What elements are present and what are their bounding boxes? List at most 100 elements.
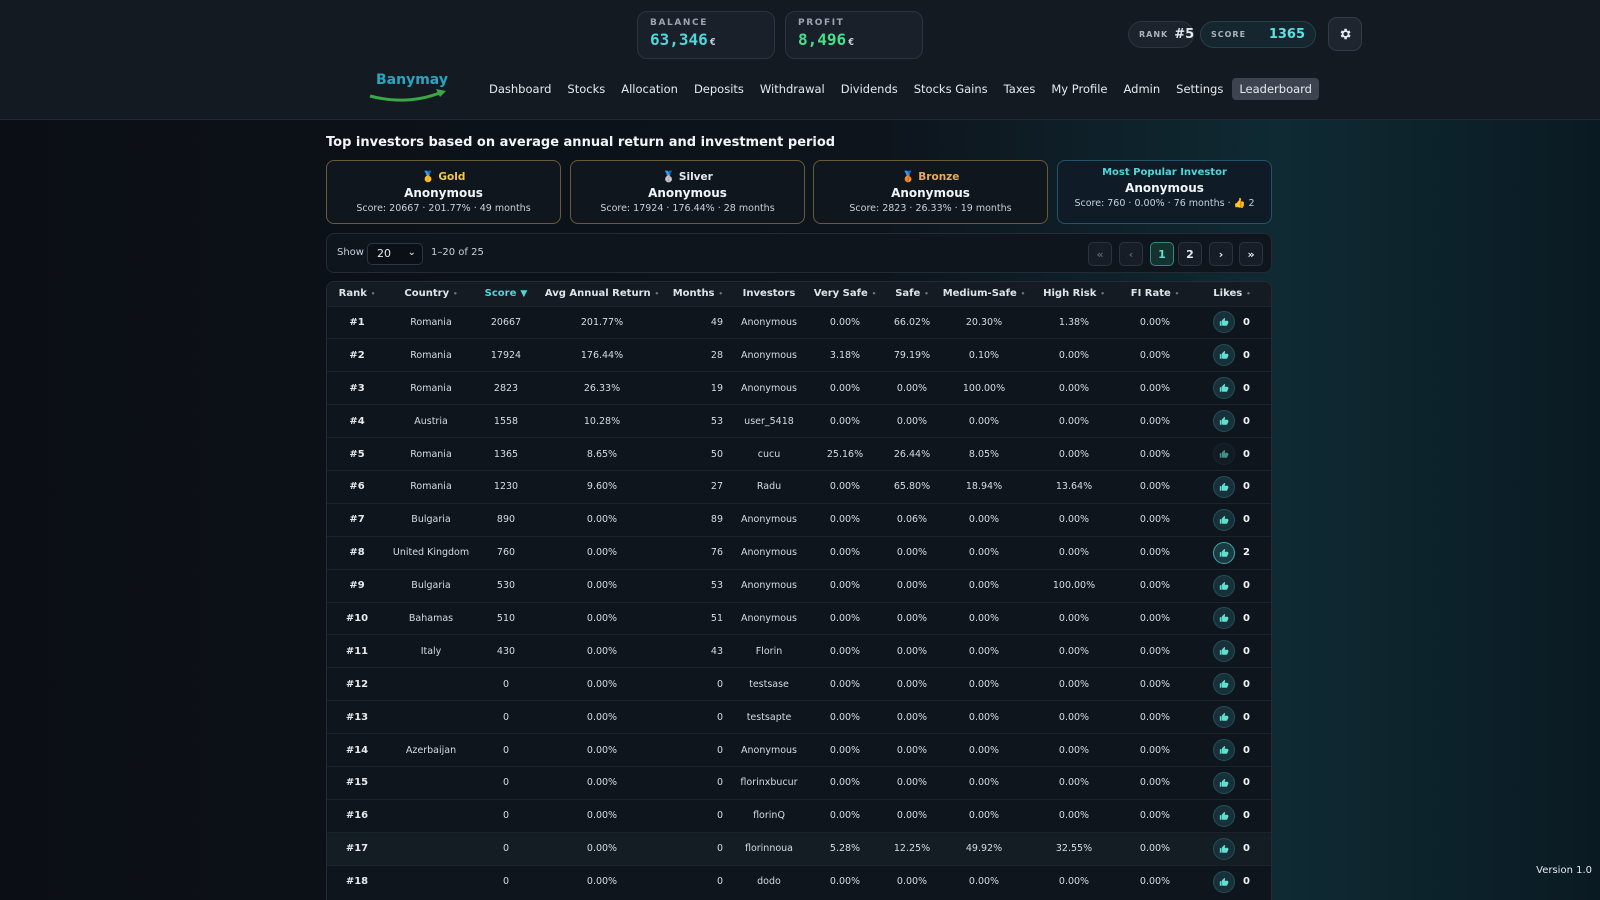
cell-high: 1.38% [1029, 305, 1119, 339]
col-high-risk[interactable]: High Risk • [1029, 282, 1119, 306]
cell-months: 53 [667, 404, 733, 438]
thumbs-up-icon [1219, 548, 1229, 558]
cell-country: United Kingdom [387, 535, 475, 570]
cell-score: 0 [475, 831, 537, 866]
cell-months: 0 [667, 798, 733, 833]
table-row: #6 Romania 1230 9.60% 27 Radu 0.00% 65.80% 18.94… [327, 469, 1271, 504]
col-likes[interactable]: Likes • [1191, 282, 1271, 306]
col-rank[interactable]: Rank • [327, 282, 387, 306]
like-button[interactable] [1213, 673, 1235, 696]
thumbs-up-icon [1219, 811, 1229, 821]
like-button[interactable] [1213, 739, 1235, 762]
col-safe[interactable]: Safe • [885, 282, 939, 306]
like-button[interactable] [1213, 870, 1235, 893]
first-page-button[interactable]: « [1088, 242, 1112, 266]
cell-aar: 201.77% [537, 305, 667, 339]
page-2-button[interactable]: 2 [1178, 242, 1202, 266]
cell-score: 0 [475, 700, 537, 734]
like-button[interactable] [1213, 640, 1235, 663]
cell-fi: 0.00% [1119, 568, 1191, 603]
like-button[interactable] [1213, 706, 1235, 729]
col-score[interactable]: Score ▼ [475, 282, 537, 306]
like-button[interactable] [1213, 508, 1235, 531]
cell-country: Romania [387, 338, 475, 372]
page-1-button[interactable]: 1 [1150, 242, 1174, 266]
like-button[interactable] [1213, 837, 1235, 860]
chevron-down-icon: ⌄ [407, 247, 416, 258]
cell-months: 28 [667, 338, 733, 372]
cell-high: 0.00% [1029, 371, 1119, 405]
settings-button[interactable] [1328, 17, 1362, 51]
like-count: 0 [1243, 382, 1250, 394]
cell-months: 89 [667, 502, 733, 537]
rank-pill: RANK #5 [1128, 21, 1194, 48]
table-row: #12 0 0.00% 0 testsase 0.00% 0.00% 0.00% 0.00% 0.… [327, 667, 1271, 701]
like-button[interactable] [1213, 377, 1235, 400]
thumbs-up-icon [1219, 515, 1229, 525]
cell-high: 0.00% [1029, 404, 1119, 438]
cell-msafe: 0.00% [939, 667, 1029, 701]
gold-investor-name: Anonymous [404, 186, 483, 200]
cell-high: 0.00% [1029, 502, 1119, 537]
nav-admin[interactable]: Admin [1123, 82, 1161, 96]
nav-settings[interactable]: Settings [1176, 82, 1224, 96]
cell-months: 49 [667, 305, 733, 339]
cell-safe: 0.06% [885, 502, 939, 537]
next-page-button[interactable]: › [1209, 242, 1233, 266]
like-button[interactable] [1213, 607, 1235, 630]
cell-score: 890 [475, 502, 537, 537]
col-avg-annual-return[interactable]: Avg Annual Return • [537, 282, 667, 306]
nav-my-profile[interactable]: My Profile [1051, 82, 1108, 96]
like-button[interactable] [1213, 804, 1235, 827]
like-button[interactable] [1213, 344, 1235, 367]
cell-safe: 79.19% [885, 338, 939, 372]
like-button[interactable] [1213, 410, 1235, 433]
page-size-select[interactable]: 20 ⌄ [367, 243, 423, 265]
nav-taxes[interactable]: Taxes [1003, 82, 1036, 96]
cell-country: Bahamas [387, 601, 475, 635]
like-button[interactable] [1213, 771, 1235, 794]
nav-leaderboard[interactable]: Leaderboard [1232, 78, 1319, 100]
nav-stocks-gains[interactable]: Stocks Gains [913, 82, 988, 96]
col-medium-safe[interactable]: Medium-Safe • [939, 282, 1029, 306]
col-country[interactable]: Country • [387, 282, 475, 306]
cell-high: 0.00% [1029, 864, 1119, 899]
cell-fi: 0.00% [1119, 667, 1191, 701]
like-button[interactable] [1213, 475, 1235, 498]
cell-likes: 0 [1191, 601, 1271, 635]
logo[interactable]: Banymay [368, 70, 452, 102]
cell-investor: florinxbucur [733, 765, 805, 800]
last-page-button[interactable]: » [1239, 242, 1263, 266]
cell-investor: Anonymous [733, 535, 805, 570]
nav-deposits[interactable]: Deposits [693, 82, 744, 96]
col-months[interactable]: Months • [667, 282, 733, 306]
like-count: 0 [1243, 843, 1250, 855]
like-count: 2 [1243, 547, 1250, 559]
nav-withdrawal[interactable]: Withdrawal [759, 82, 825, 96]
cell-high: 0.00% [1029, 700, 1119, 734]
cell-rank: #7 [327, 502, 387, 537]
cell-investor: dodo [733, 864, 805, 899]
col-very-safe[interactable]: Very Safe • [805, 282, 885, 306]
like-button[interactable] [1213, 443, 1235, 465]
thumbs-up-icon [1219, 482, 1229, 492]
thumbs-up-icon [1219, 877, 1229, 887]
prev-page-button[interactable]: ‹ [1119, 242, 1143, 266]
like-button[interactable] [1213, 574, 1235, 597]
col-fi-rate[interactable]: FI Rate • [1119, 282, 1191, 306]
cell-fi: 0.00% [1119, 502, 1191, 537]
logo-swoosh-icon [369, 89, 446, 102]
table-row: #4 Austria 1558 10.28% 53 user_5418 0.00% 0.00%… [327, 404, 1271, 438]
balance-label: BALANCE [650, 18, 709, 28]
like-button[interactable] [1213, 541, 1235, 564]
cell-investor: Florin [733, 634, 805, 668]
nav-allocation[interactable]: Allocation [621, 82, 678, 96]
like-button[interactable] [1213, 311, 1235, 334]
cell-msafe: 100.00% [939, 371, 1029, 405]
nav-dashboard[interactable]: Dashboard [489, 82, 552, 96]
cell-fi: 0.00% [1119, 798, 1191, 833]
cell-country [387, 798, 475, 833]
page-title: Top investors based on average annual re… [326, 135, 836, 150]
nav-stocks[interactable]: Stocks [567, 82, 606, 96]
nav-dividends[interactable]: Dividends [840, 82, 898, 96]
